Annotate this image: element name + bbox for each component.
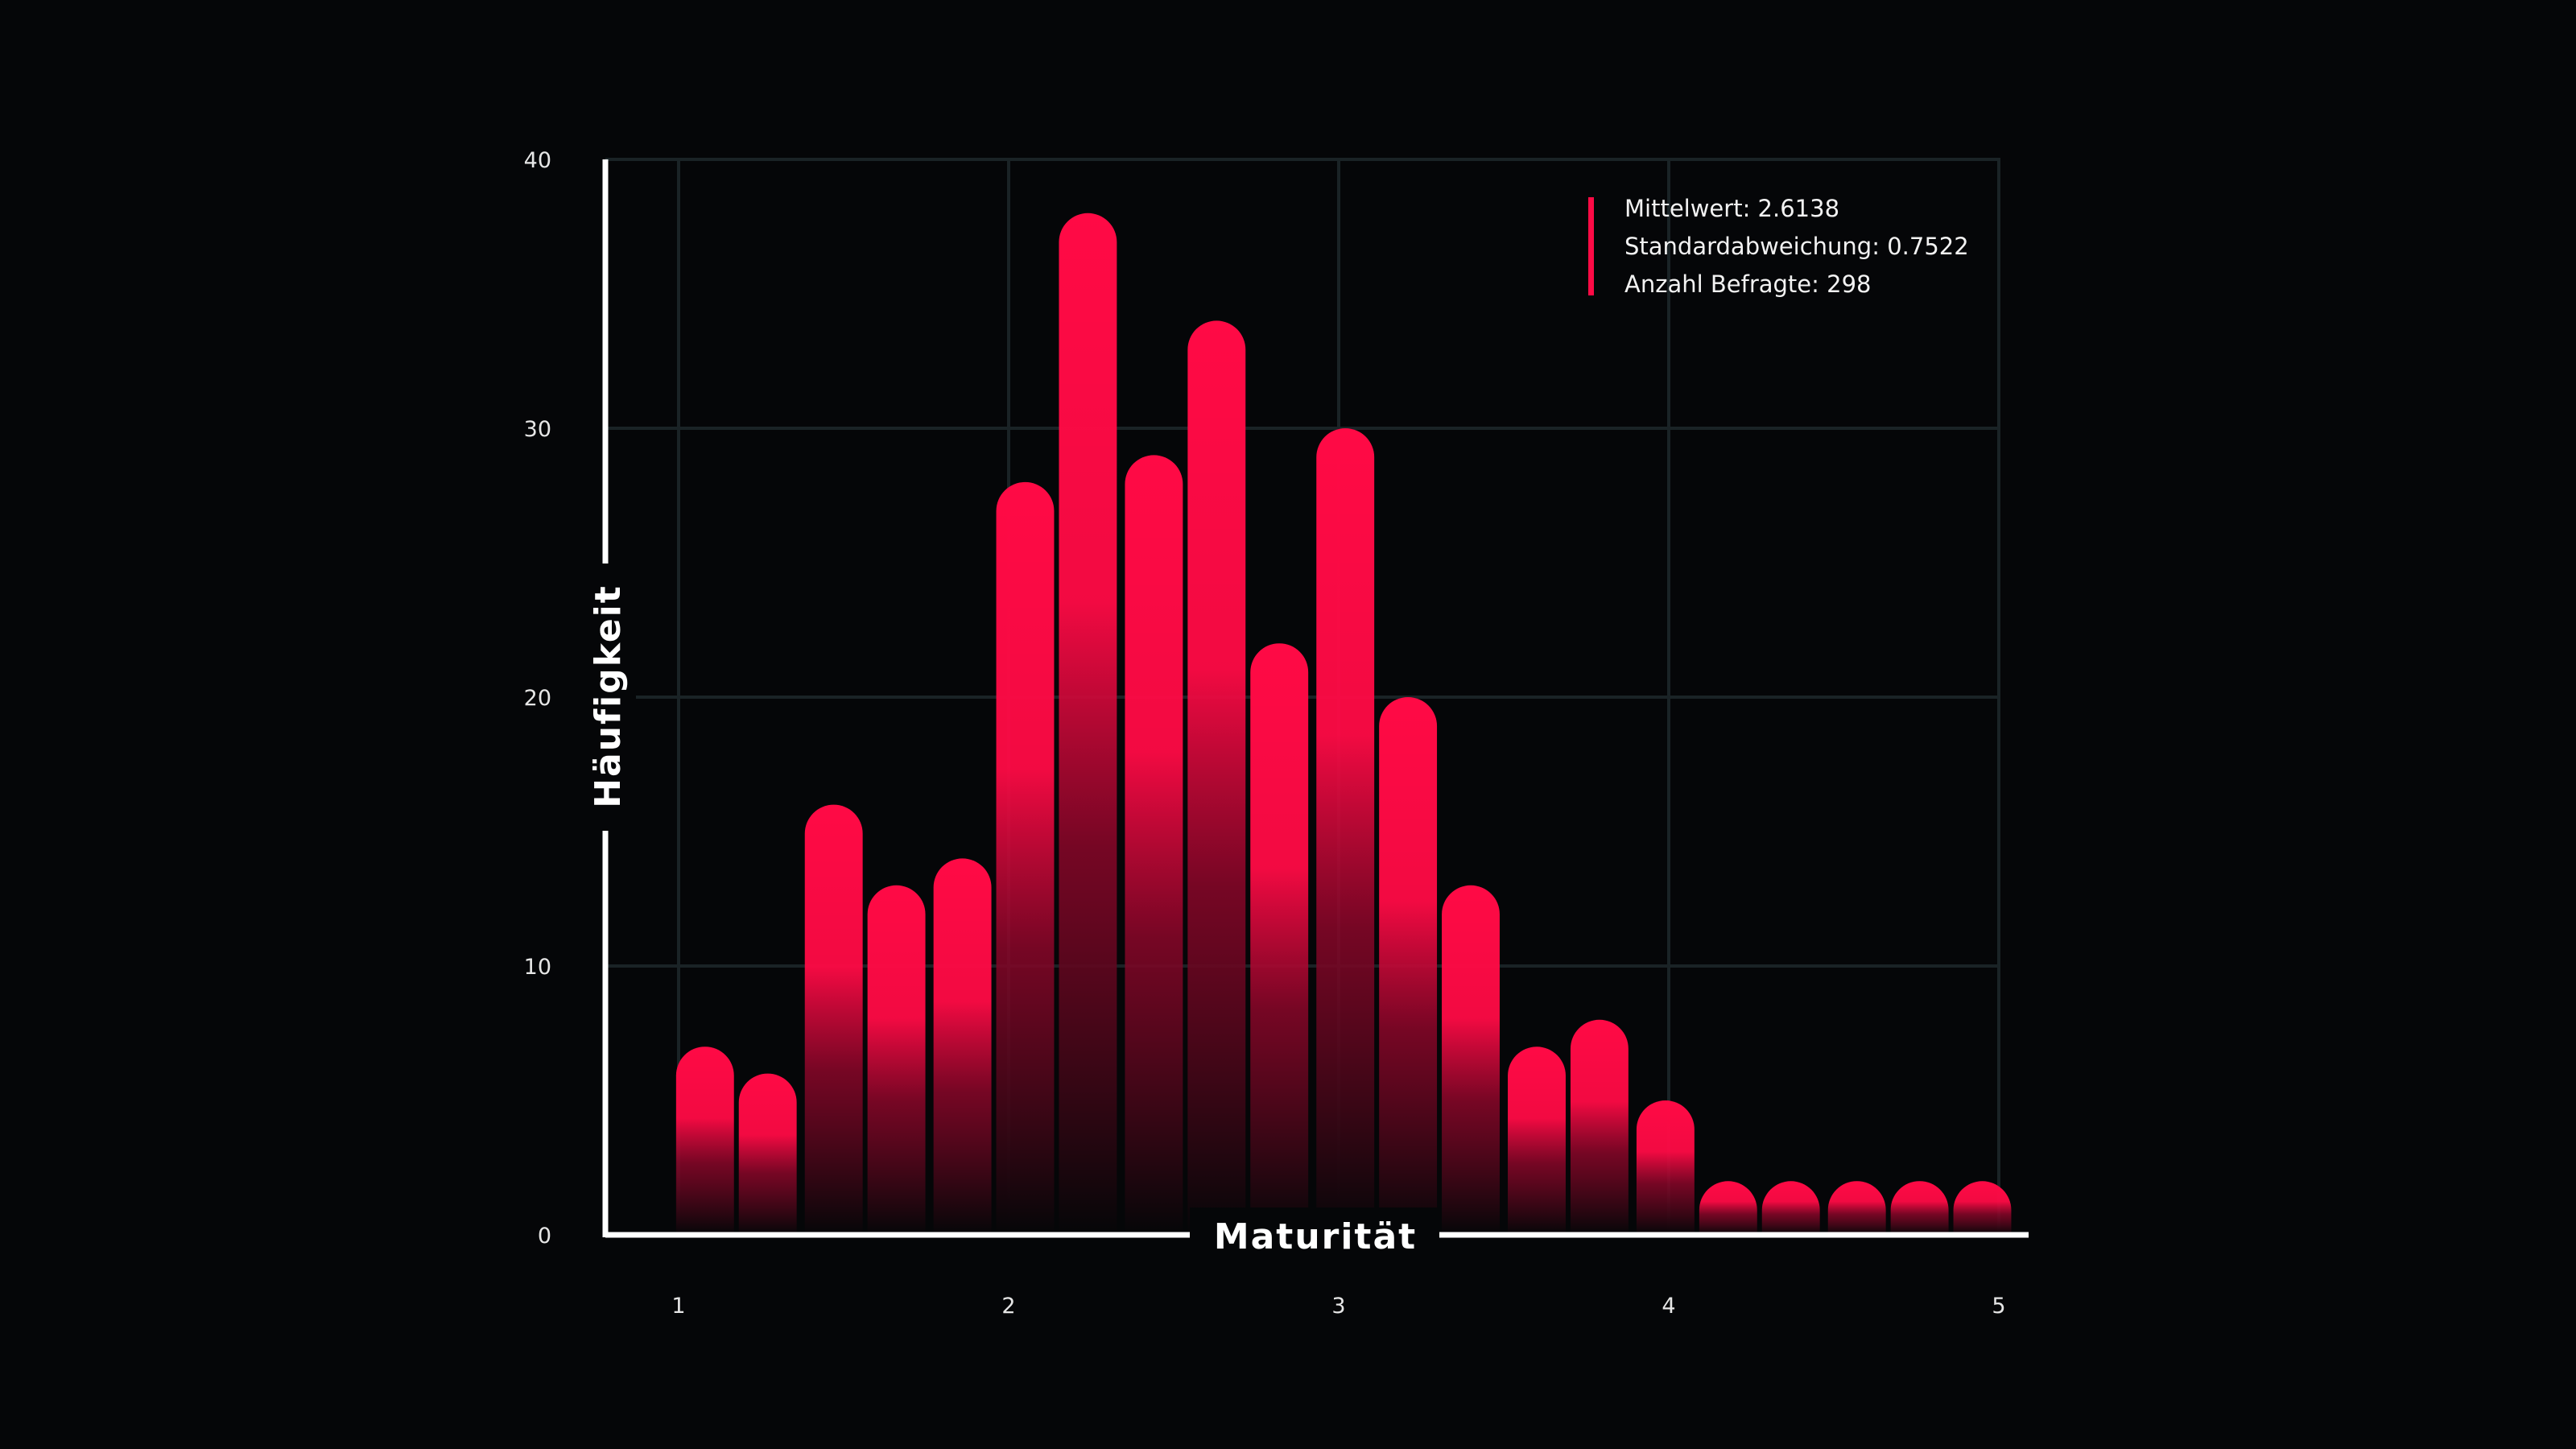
bar-20 [1890, 1181, 1949, 1235]
y-tick-label-2: 20 [524, 686, 551, 711]
bar-13 [1442, 885, 1500, 1235]
bar-12 [1379, 697, 1438, 1235]
bar-15 [1570, 1019, 1629, 1235]
bar-10 [1250, 643, 1309, 1235]
bar-9 [1187, 320, 1246, 1235]
bar-6 [996, 481, 1055, 1235]
bar-11 [1316, 428, 1375, 1235]
bar-1 [675, 1046, 734, 1235]
bars-group [675, 213, 2012, 1235]
bar-4 [867, 885, 926, 1235]
x-tick-label-3: 4 [1662, 1294, 1675, 1319]
stat-std: Standardabweichung: 0.7522 [1624, 233, 1969, 260]
x-tick-label-0: 1 [671, 1294, 685, 1319]
y-tick-labels: 0 10 20 30 40 [524, 148, 551, 1249]
bar-8 [1125, 455, 1183, 1235]
x-axis-title: Maturität [1214, 1216, 1417, 1257]
x-tick-label-2: 3 [1331, 1294, 1345, 1319]
y-axis-title-gap [580, 564, 636, 831]
bar-18 [1761, 1181, 1820, 1235]
stats-accent-bar [1588, 197, 1594, 295]
bar-2 [738, 1073, 797, 1235]
x-tick-label-1: 2 [1001, 1294, 1015, 1319]
y-tick-label-3: 30 [524, 417, 551, 442]
stats-legend: Mittelwert: 2.6138 Standardabweichung: 0… [1588, 195, 1969, 298]
x-tick-labels: 1 2 3 4 5 [671, 1294, 2005, 1319]
bar-19 [1827, 1181, 1886, 1235]
bar-16 [1636, 1100, 1695, 1235]
y-axis-title: Häufigkeit [588, 584, 629, 808]
bar-14 [1508, 1046, 1566, 1235]
bar-7 [1059, 213, 1117, 1235]
bar-21 [1953, 1181, 2012, 1235]
y-tick-label-4: 40 [524, 148, 551, 173]
y-tick-label-0: 0 [538, 1224, 551, 1249]
bar-3 [804, 804, 863, 1235]
stat-count: Anzahl Befragte: 298 [1624, 270, 1871, 298]
x-tick-label-4: 5 [1992, 1294, 2005, 1319]
bar-17 [1699, 1181, 1757, 1235]
y-tick-label-1: 10 [524, 955, 551, 980]
bar-5 [933, 858, 992, 1235]
stat-mean: Mittelwert: 2.6138 [1624, 195, 1839, 222]
x-axis-title-gap [1190, 1208, 1439, 1264]
